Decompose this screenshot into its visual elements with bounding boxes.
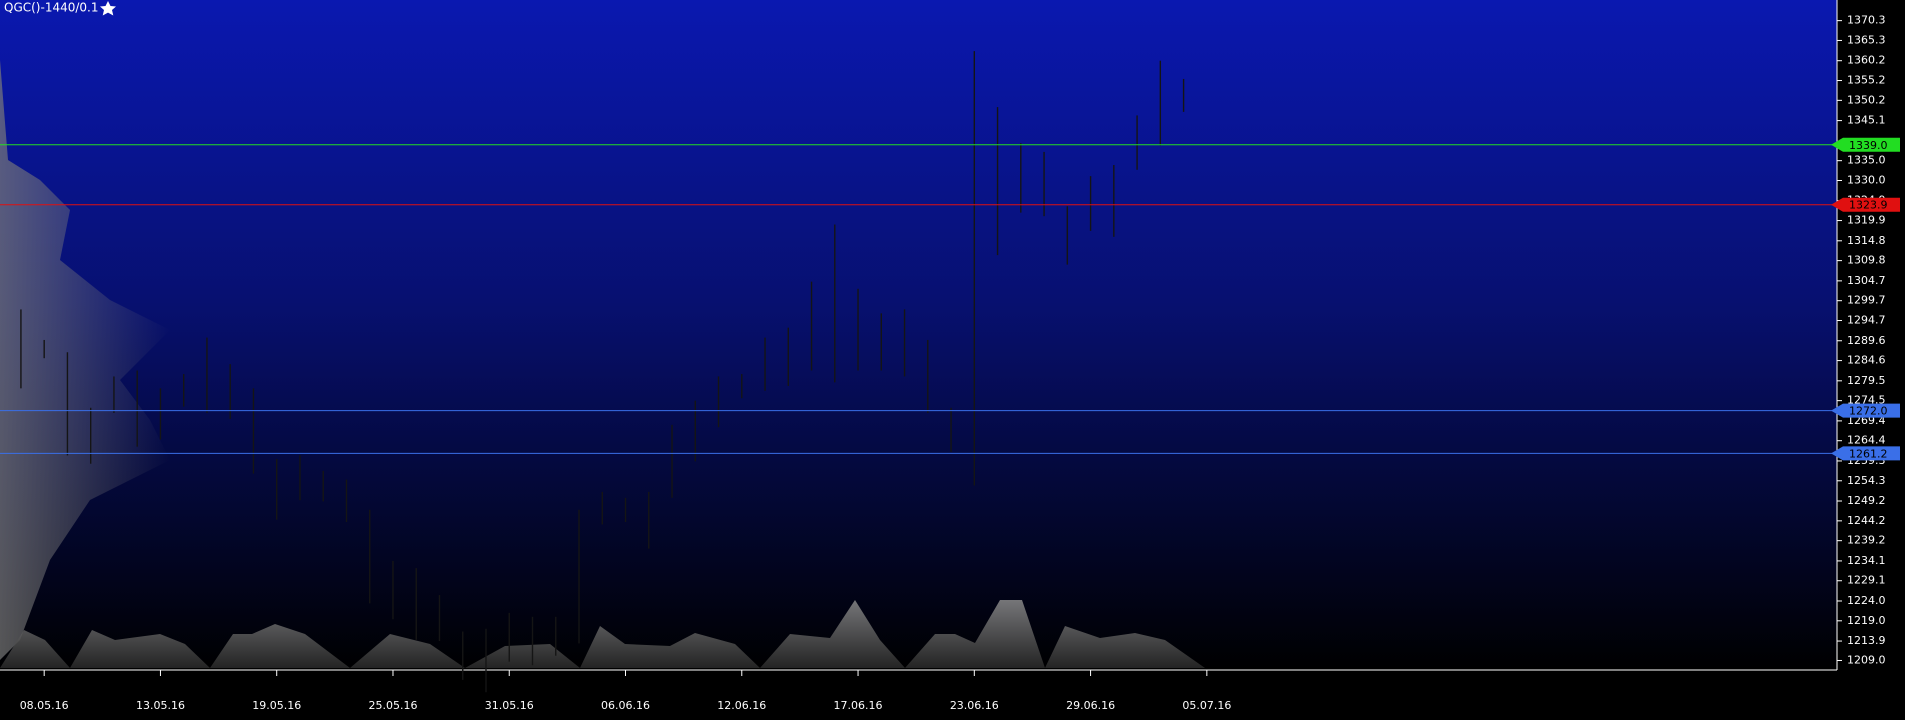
y-tick-label: 1345.1 <box>1847 114 1886 127</box>
y-tick-label: 1355.2 <box>1847 74 1886 87</box>
y-tick-label: 1330.0 <box>1847 173 1886 186</box>
x-tick-label: 31.05.16 <box>485 699 534 712</box>
y-tick-label: 1264.4 <box>1847 434 1886 447</box>
y-tick-label: 1365.3 <box>1847 33 1886 46</box>
x-tick-label: 12.06.16 <box>717 699 766 712</box>
x-tick-label: 25.05.16 <box>368 699 417 712</box>
y-tick-label: 1234.1 <box>1847 554 1886 567</box>
x-tick-label: 19.05.16 <box>252 699 301 712</box>
y-tick-label: 1350.2 <box>1847 93 1886 106</box>
level-marker <box>1831 446 1900 461</box>
y-tick-label: 1254.3 <box>1847 474 1886 487</box>
y-tick-label: 1319.9 <box>1847 214 1886 227</box>
level-marker <box>1831 403 1900 418</box>
favorite-star[interactable] <box>100 1 116 16</box>
y-tick-label: 1299.7 <box>1847 294 1886 307</box>
y-tick-label: 1360.2 <box>1847 54 1886 67</box>
plot-background <box>0 0 1837 670</box>
level-label: 1339.0 <box>1849 139 1888 152</box>
chart-title: QGC()-1440/0.1 <box>4 1 98 15</box>
axis-background <box>0 670 1837 720</box>
x-tick-label: 13.05.16 <box>136 699 185 712</box>
y-tick-label: 1274.5 <box>1847 394 1886 407</box>
level-marker <box>1831 197 1900 212</box>
y-tick-label: 1219.0 <box>1847 614 1886 627</box>
y-tick-label: 1239.2 <box>1847 534 1886 547</box>
x-tick-label: 29.06.16 <box>1066 699 1115 712</box>
x-tick-label: 17.06.16 <box>834 699 883 712</box>
y-tick-label: 1294.7 <box>1847 314 1886 327</box>
y-tick-label: 1335.0 <box>1847 154 1886 167</box>
x-tick-label: 23.06.16 <box>950 699 999 712</box>
x-tick-label: 06.06.16 <box>601 699 650 712</box>
volume-profile <box>0 60 170 660</box>
volume-area <box>0 600 1205 668</box>
y-tick-label: 1304.7 <box>1847 274 1886 287</box>
y-tick-label: 1209.0 <box>1847 653 1886 666</box>
y-tick-label: 1249.2 <box>1847 494 1886 507</box>
y-tick-label: 1314.8 <box>1847 234 1886 247</box>
x-tick-label: 05.07.16 <box>1182 699 1231 712</box>
y-tick-label: 1289.6 <box>1847 334 1886 347</box>
y-tick-label: 1229.1 <box>1847 574 1886 587</box>
level-label: 1261.2 <box>1849 447 1888 460</box>
y-tick-label: 1284.6 <box>1847 354 1886 367</box>
x-tick-label: 08.05.16 <box>20 699 69 712</box>
y-tick-label: 1224.0 <box>1847 594 1886 607</box>
level-label: 1323.9 <box>1849 199 1888 212</box>
y-tick-label: 1370.3 <box>1847 14 1886 27</box>
level-label: 1272.0 <box>1849 405 1888 418</box>
level-marker <box>1831 137 1900 152</box>
y-tick-label: 1279.5 <box>1847 374 1886 387</box>
y-tick-label: 1244.2 <box>1847 514 1886 527</box>
axis-background <box>1837 0 1905 720</box>
y-tick-label: 1309.8 <box>1847 254 1886 267</box>
y-tick-label: 1213.9 <box>1847 634 1886 647</box>
